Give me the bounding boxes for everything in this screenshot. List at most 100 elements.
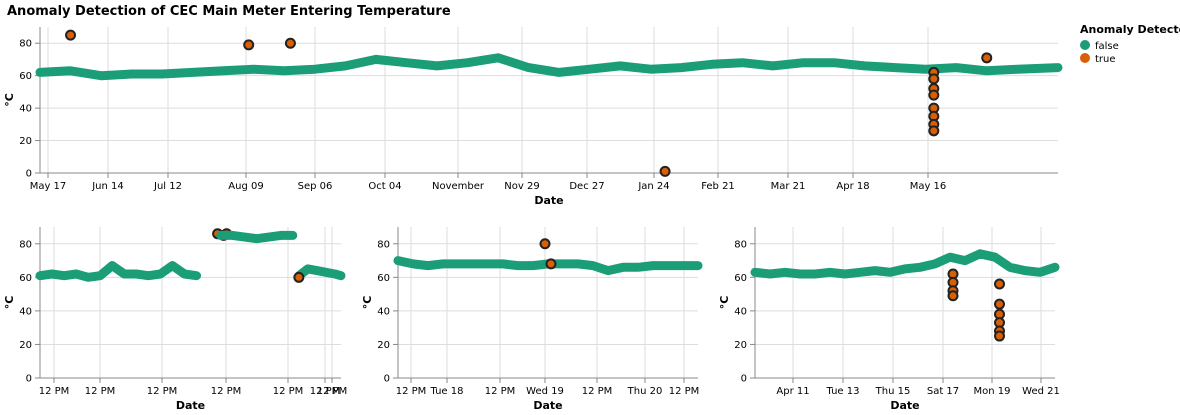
data-point (635, 264, 641, 271)
data-point (782, 269, 788, 276)
y-tick-label: 20 (377, 340, 390, 351)
anomaly-point (994, 278, 1005, 290)
x-tick-label: Tue 13 (826, 386, 860, 397)
data-point (61, 272, 68, 279)
data-point (953, 64, 960, 71)
data-point (470, 260, 476, 267)
data-point (338, 272, 344, 279)
data-point (1052, 264, 1058, 271)
data-point (861, 62, 868, 69)
anomaly-point (65, 29, 77, 41)
series-false (750, 249, 1060, 279)
data-point (495, 54, 502, 61)
legend-label-false: false (1095, 41, 1119, 52)
data-point (800, 59, 807, 66)
series-false-high (216, 230, 298, 244)
x-tick-label: 12 PM (211, 386, 242, 397)
x-tick-label: Tue 18 (430, 386, 464, 397)
data-point (464, 59, 471, 66)
anomaly-point (243, 39, 255, 51)
y-axis-title: °C (718, 296, 731, 310)
data-point (902, 265, 908, 272)
data-point (983, 67, 990, 74)
x-tick-label: 12 PM (147, 386, 178, 397)
y-tick-label: 40 (734, 306, 747, 317)
y-tick-label: 20 (734, 340, 747, 351)
data-point (322, 269, 329, 276)
anomaly-point (928, 73, 940, 85)
data-point (109, 262, 116, 269)
data-point (193, 272, 200, 279)
x-tick-label: Feb 21 (701, 181, 735, 192)
data-point (739, 59, 746, 66)
x-tick-label: Wed 21 (1022, 386, 1060, 397)
data-point (586, 66, 593, 73)
data-point (265, 234, 272, 241)
series-false (35, 53, 1063, 81)
x-tick-label: May 16 (910, 181, 947, 192)
y-tick-label: 80 (734, 239, 747, 250)
data-point (342, 62, 349, 69)
panel-overview: 0 20 40 60 80 May 17 Jun 14 Jul 12 Aug 09 Sep 06 O… (3, 27, 1063, 207)
y-axis-title: °C (3, 296, 16, 310)
x-tick-label: Thu 20 (627, 386, 663, 397)
y-tick-label: 80 (19, 39, 32, 50)
data-point (313, 267, 320, 274)
x-tick-label: Nov 29 (504, 181, 539, 192)
data-point (331, 270, 338, 277)
data-point (372, 56, 379, 63)
anomaly-point (981, 52, 993, 64)
data-point (560, 260, 566, 267)
data-point (440, 260, 446, 267)
data-point (827, 269, 833, 276)
data-point (530, 262, 536, 269)
x-tick-label: Oct 04 (368, 181, 401, 192)
series-false (35, 261, 201, 282)
anomaly-point (545, 258, 557, 270)
data-point (311, 66, 318, 73)
series-true (539, 238, 557, 270)
y-tick-label: 20 (19, 136, 32, 147)
x-tick-label: 12 PM (85, 386, 116, 397)
y-tick-label: 60 (734, 273, 747, 284)
data-point (1022, 267, 1028, 274)
data-point (281, 67, 288, 74)
legend: Anomaly Detected false true (1080, 23, 1180, 65)
y-tick-label: 40 (377, 306, 390, 317)
data-point (647, 66, 654, 73)
data-point (932, 260, 938, 267)
x-tick-label: Sat 17 (927, 386, 959, 397)
x-tick-label: 12 PM (39, 386, 70, 397)
x-tick-label: Apr 11 (776, 386, 809, 397)
data-point (617, 62, 624, 69)
data-point (410, 260, 416, 267)
y-tick-label: 40 (19, 104, 32, 115)
y-tick-label: 0 (384, 374, 390, 385)
data-point (1007, 264, 1013, 271)
data-point (977, 250, 983, 257)
data-point (812, 270, 818, 277)
x-tick-label: 12 PM (273, 386, 304, 397)
anomaly-point (284, 37, 296, 49)
data-point (217, 232, 224, 239)
data-point (857, 269, 863, 276)
x-tick-label: Wed 19 (526, 386, 564, 397)
x-tick-label: 12 PM (582, 386, 613, 397)
data-point (708, 61, 715, 68)
anomaly-point (994, 330, 1005, 342)
chart-title: Anomaly Detection of CEC Main Meter Ente… (7, 4, 451, 19)
data-point (145, 272, 152, 279)
data-point (49, 270, 56, 277)
x-axis-title: Date (533, 399, 562, 412)
data-point (1037, 269, 1043, 276)
data-point (289, 232, 296, 239)
x-tick-label: Jun 14 (91, 181, 124, 192)
data-point (752, 269, 758, 276)
data-point (922, 66, 929, 73)
y-tick-label: 60 (377, 273, 390, 284)
data-point (98, 72, 105, 79)
legend-swatch-true (1080, 53, 1090, 63)
x-tick-label: 12 PM (310, 386, 341, 397)
data-point (425, 262, 431, 269)
